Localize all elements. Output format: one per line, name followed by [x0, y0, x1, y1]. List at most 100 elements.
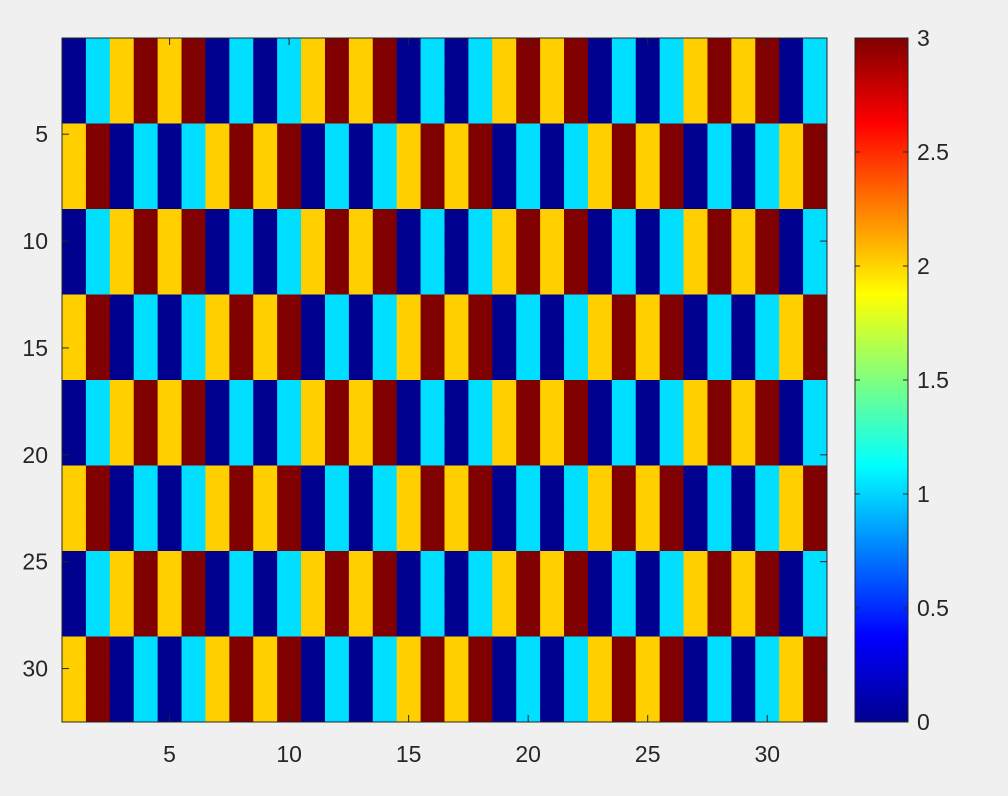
heatmap-cell	[109, 636, 135, 659]
heatmap-cell	[396, 337, 421, 360]
heatmap-cell	[372, 209, 398, 231]
heatmap-cell	[683, 615, 708, 637]
heatmap-cell	[707, 700, 732, 723]
heatmap-cell	[324, 123, 350, 146]
heatmap-cell	[348, 486, 374, 509]
heatmap-cell	[444, 486, 469, 509]
heatmap-cell	[731, 551, 756, 573]
heatmap-cell	[85, 657, 111, 680]
heatmap-cell	[707, 486, 732, 509]
heatmap-cell	[468, 273, 493, 295]
heatmap-cell	[133, 465, 159, 488]
heatmap-cell	[372, 102, 398, 124]
heatmap-cell	[109, 294, 135, 317]
heatmap-cell	[372, 123, 398, 146]
heatmap-cell	[444, 209, 469, 231]
heatmap-cell	[420, 422, 445, 445]
heatmap-cell	[755, 273, 780, 295]
heatmap-cell	[181, 700, 206, 723]
heatmap-cell	[707, 230, 732, 253]
heatmap-cell	[372, 615, 398, 637]
heatmap-cell	[611, 615, 637, 637]
heatmap-cell	[635, 209, 661, 231]
heatmap-cell	[229, 123, 254, 146]
heatmap-cell	[468, 486, 493, 509]
heatmap-cell	[468, 700, 493, 723]
heatmap-cell	[707, 529, 732, 552]
heatmap-cell	[85, 251, 111, 274]
heatmap-cell	[755, 123, 780, 146]
heatmap-cell	[635, 251, 661, 274]
heatmap-cell	[109, 572, 135, 595]
heatmap-cell	[707, 273, 732, 295]
heatmap-cell	[133, 551, 159, 573]
heatmap-cell	[803, 572, 828, 595]
heatmap-cell	[707, 38, 732, 60]
heatmap-cell	[755, 551, 780, 573]
heatmap-cell	[611, 636, 637, 659]
heatmap-cell	[133, 187, 159, 210]
x-tick-label: 10	[276, 741, 302, 767]
heatmap-cell	[683, 358, 708, 381]
heatmap-cell	[659, 465, 684, 488]
heatmap-cell	[564, 59, 589, 82]
heatmap-cell	[205, 166, 230, 189]
heatmap-cell	[109, 38, 135, 60]
heatmap-cell	[611, 358, 637, 381]
heatmap-cell	[85, 209, 111, 231]
heatmap-cell	[301, 615, 326, 637]
heatmap-cell	[492, 80, 517, 103]
heatmap-cell	[635, 465, 661, 488]
heatmap-cell	[324, 444, 350, 466]
heatmap-cell	[420, 80, 445, 103]
heatmap-cell	[324, 465, 350, 488]
heatmap-cell	[731, 337, 756, 360]
heatmap-cell	[516, 657, 541, 680]
heatmap-cell	[205, 59, 230, 82]
heatmap-cell	[205, 615, 230, 637]
heatmap-cell	[492, 315, 517, 338]
heatmap-cell	[659, 401, 684, 424]
heatmap-cell	[540, 615, 565, 637]
heatmap-cell	[157, 444, 182, 466]
heatmap-cell	[157, 209, 182, 231]
heatmap-cell	[324, 38, 350, 60]
heatmap-cell	[253, 251, 278, 274]
heatmap-cell	[133, 700, 159, 723]
heatmap-cell	[253, 230, 278, 253]
heatmap-cell	[707, 422, 732, 445]
heatmap-cells	[62, 38, 828, 723]
heatmap-cell	[492, 657, 517, 680]
heatmap-cell	[372, 315, 398, 338]
heatmap-cell	[731, 444, 756, 466]
heatmap-cell	[755, 486, 780, 509]
heatmap-cell	[803, 337, 828, 360]
heatmap-cell	[803, 209, 828, 231]
heatmap-cell	[444, 294, 469, 317]
heatmap-cell	[396, 465, 421, 488]
heatmap-cell	[635, 358, 661, 381]
heatmap-cell	[492, 551, 517, 573]
heatmap-cell	[540, 144, 565, 167]
heatmap-cell	[779, 187, 804, 210]
heatmap-cell	[181, 38, 206, 60]
heatmap-cell	[133, 380, 159, 402]
heatmap-cell	[396, 144, 421, 167]
heatmap-cell	[133, 679, 159, 702]
heatmap-cell	[779, 166, 804, 189]
heatmap-cell	[611, 315, 637, 338]
x-tick-label: 20	[515, 741, 541, 767]
heatmap-cell	[62, 529, 87, 552]
heatmap-cell	[396, 593, 421, 616]
heatmap-cell	[301, 166, 326, 189]
heatmap-cell	[85, 102, 111, 124]
heatmap-cell	[157, 337, 182, 360]
heatmap-cell	[587, 337, 613, 360]
heatmap-cell	[396, 358, 421, 381]
heatmap-cell	[62, 102, 87, 124]
heatmap-cell	[253, 337, 278, 360]
heatmap-cell	[85, 144, 111, 167]
heatmap-cell	[301, 380, 326, 402]
heatmap-cell	[277, 144, 302, 167]
heatmap-cell	[611, 486, 637, 509]
